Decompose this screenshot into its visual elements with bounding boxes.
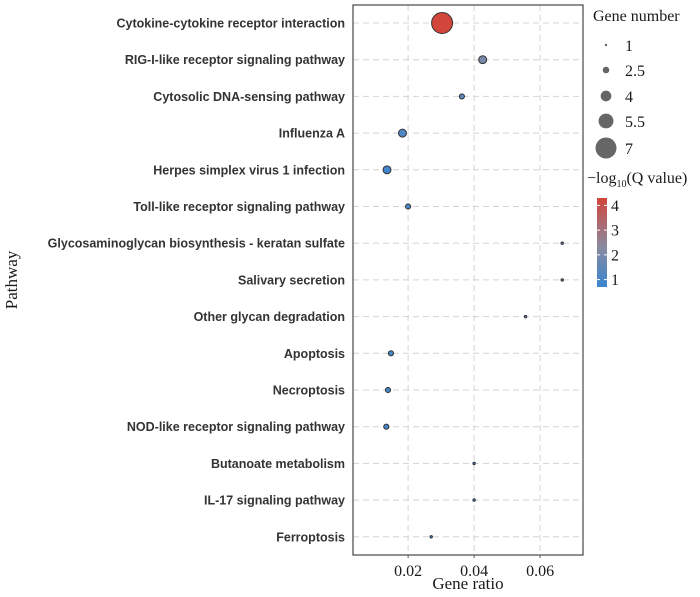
data-point xyxy=(560,241,564,245)
pathway-label: Influenza A xyxy=(279,127,345,141)
plot-border xyxy=(352,4,584,556)
size-legend-marker xyxy=(600,90,612,102)
color-legend-title: −log10(Q value) xyxy=(587,170,687,190)
pathway-labels: Cytokine-cytokine receptor interaction RI… xyxy=(48,17,345,545)
grid-lines xyxy=(353,5,583,555)
colorbar-tick-label: 4 xyxy=(611,198,619,215)
pathway-label: Salivary secretion xyxy=(238,273,345,287)
colorbar-tick-label: 1 xyxy=(611,272,619,289)
pathway-label: Butanoate metabolism xyxy=(211,457,345,471)
colorbar-tick-label: 2 xyxy=(611,247,619,264)
pathway-label: Necroptosis xyxy=(273,384,345,398)
pathway-label: Cytokine-cytokine receptor interaction xyxy=(116,17,345,31)
size-legend-marker xyxy=(598,113,614,129)
y-axis-title: Pathway xyxy=(2,250,21,309)
pathway-label: RIG-I-like receptor signaling pathway xyxy=(125,53,345,67)
x-axis-title: Gene ratio xyxy=(432,574,503,593)
x-tick-label: 0.02 xyxy=(394,563,422,580)
size-legend-marker xyxy=(602,66,610,74)
size-legend-marker xyxy=(604,43,608,47)
data-point xyxy=(384,386,392,394)
x-tick-label: 0.04 xyxy=(460,563,488,580)
data-point xyxy=(478,55,488,65)
colorbar-tick-label: 3 xyxy=(611,223,619,240)
data-point xyxy=(382,165,392,175)
data-point xyxy=(398,128,407,138)
data-point xyxy=(472,498,476,502)
data-point xyxy=(472,461,476,466)
pathway-label: Herpes simplex virus 1 infection xyxy=(153,163,345,177)
pathway-label: IL-17 signaling pathway xyxy=(204,494,345,508)
size-legend: Gene number 1 2.5 4 5.5 7 xyxy=(593,8,680,159)
data-point xyxy=(387,350,395,357)
data-point xyxy=(523,314,528,319)
size-legend-label: 2.5 xyxy=(625,63,645,80)
pathway-label: Ferroptosis xyxy=(276,530,345,544)
size-legend-marker xyxy=(595,137,617,159)
pathway-label: Toll-like receptor signaling pathway xyxy=(133,200,345,214)
data-point xyxy=(431,12,454,34)
pathway-label: Glycosaminoglycan biosynthesis - keratan… xyxy=(48,237,345,251)
data-point xyxy=(560,278,564,282)
data-point xyxy=(405,203,412,210)
data-point xyxy=(429,535,433,539)
size-legend-label: 7 xyxy=(625,141,633,158)
size-legend-label: 1 xyxy=(625,38,633,55)
pathway-label: Apoptosis xyxy=(284,347,345,361)
data-point xyxy=(458,93,465,100)
size-legend-label: 5.5 xyxy=(625,114,645,131)
color-legend: −log10(Q value) 4 3 2 1 xyxy=(587,170,687,289)
size-legend-title: Gene number xyxy=(593,8,680,25)
data-point xyxy=(383,423,390,430)
pathway-label: NOD-like receptor signaling pathway xyxy=(127,420,345,434)
colorbar xyxy=(597,198,607,287)
pathway-label: Other glycan degradation xyxy=(194,310,345,324)
x-axis-ticks: 0.02 0.04 0.06 xyxy=(394,555,554,580)
data-points xyxy=(382,12,564,539)
x-tick-label: 0.06 xyxy=(526,563,554,580)
pathway-label: Cytosolic DNA-sensing pathway xyxy=(153,90,345,104)
size-legend-label: 4 xyxy=(625,89,633,106)
